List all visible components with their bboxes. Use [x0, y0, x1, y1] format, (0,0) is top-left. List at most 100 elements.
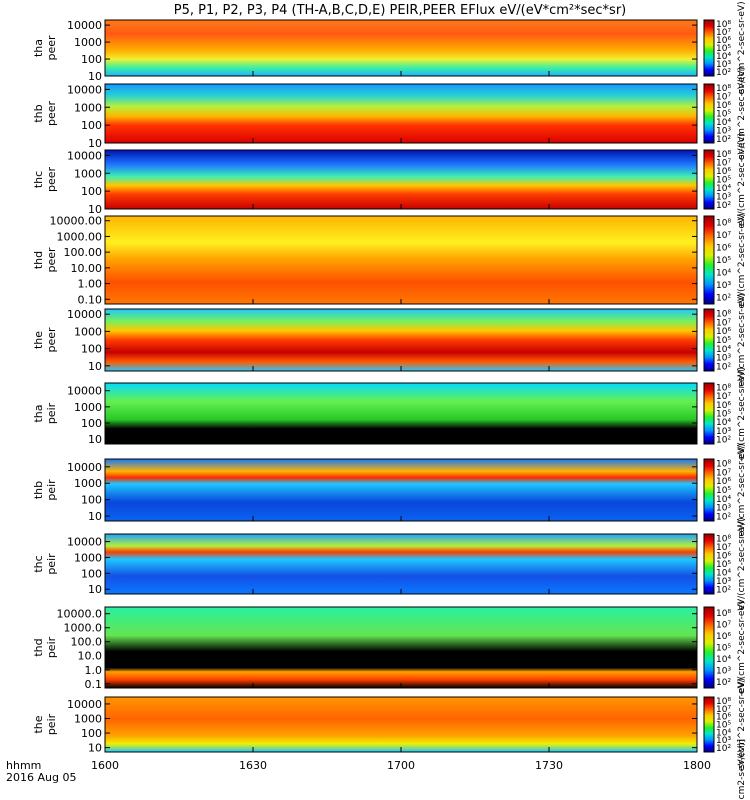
colorbar-tick-label: 10⁵ [716, 336, 731, 346]
colorbar-tick-label: 10⁷ [716, 159, 731, 169]
colorbar-tick-label: 10⁶ [716, 243, 731, 253]
colorbar-tick-label: 10² [716, 744, 731, 754]
colorbar-tick-label: 10⁵ [716, 721, 731, 731]
colorbar-tick-label: 10⁴ [716, 52, 731, 62]
colorbar [703, 215, 715, 305]
y-tick-label: 1000 [74, 325, 102, 338]
colorbar-tick-label: 10⁶ [716, 101, 731, 111]
colorbar-label: eV/(cm^2-sec-sr-eV) [737, 601, 747, 694]
spectrogram-image [105, 607, 697, 688]
spectrogram-image [105, 309, 697, 371]
y-tick-label: 10 [88, 510, 102, 523]
panel-spacecraft-label: the [32, 715, 45, 733]
colorbar-tick-label: 10⁵ [716, 44, 731, 54]
y-tick-label: 100 [81, 727, 102, 740]
x-tick-label: 1600 [91, 759, 119, 772]
panel-species-label: peir [45, 479, 58, 501]
colorbar-tick-label: 10⁴ [716, 269, 731, 279]
panel-species-label: peer [45, 167, 58, 193]
colorbar [703, 458, 715, 522]
colorbar-tick-label: 10³ [716, 667, 731, 677]
colorbar [703, 308, 715, 372]
panel-spacecraft-label: thb [32, 104, 45, 122]
spectrogram-image [105, 84, 697, 143]
colorbar [703, 606, 715, 689]
colorbar-label: eV/(cm^2-sec-sr-eV) [737, 293, 747, 386]
colorbar-units-caption: [eV/(cm2-s-sr-eV)] [737, 739, 747, 800]
colorbar-tick-label: 10⁷ [716, 543, 731, 553]
spectrogram-panel: 10000 1000 100 10 tha peir 10²10³10⁴10⁵10⁶10⁷1… [32, 367, 747, 460]
colorbar-tick-label: 10² [716, 678, 731, 688]
spectrogram-image [105, 697, 697, 752]
colorbar-tick-label: 10⁷ [716, 318, 731, 328]
y-tick-label: 1000 [74, 167, 102, 180]
y-tick-label: 1000 [74, 36, 102, 49]
colorbar-tick-label: 10⁶ [716, 401, 731, 411]
colorbar-label: eV/(cm^2-sec-sr-eV) [737, 67, 747, 160]
y-tick-label: 0.1 [85, 678, 103, 691]
panel-spacecraft-label: thc [32, 555, 45, 572]
colorbar-tick-label: 10⁵ [716, 110, 731, 120]
y-tick-label: 10000 [67, 308, 102, 321]
y-tick-label: 1.0 [85, 664, 103, 677]
colorbar-tick-label: 10³ [716, 281, 731, 291]
panel-species-label: peer [45, 35, 58, 61]
colorbar-tick-label: 10⁴ [716, 728, 731, 738]
y-tick-label: 100 [81, 185, 102, 198]
y-tick-label: 100.00 [64, 246, 103, 259]
x-tick-label: 1800 [683, 759, 711, 772]
spectrogram-image [105, 150, 697, 209]
y-tick-label: 10000 [67, 536, 102, 549]
colorbar-tick-label: 10³ [716, 427, 731, 437]
colorbar-tick-label: 10² [716, 586, 731, 596]
colorbar-tick-label: 10⁷ [716, 705, 731, 715]
panel-spacecraft-label: tha [32, 404, 45, 422]
spectrogram-panel: 10000 1000 100 10 thb peir 10²10³10⁴10⁵10⁶10⁷1… [32, 443, 747, 536]
colorbar-tick-label: 10⁷ [716, 392, 731, 402]
colorbar-tick-label: 10⁸ [716, 609, 731, 619]
colorbar-tick-label: 10⁴ [716, 569, 731, 579]
y-tick-label: 10000 [67, 19, 102, 32]
colorbar-tick-label: 10⁸ [716, 534, 731, 544]
spectrogram-image [105, 216, 697, 304]
y-tick-label: 10 [88, 203, 102, 216]
colorbar-tick-label: 10⁶ [716, 477, 731, 487]
colorbar-tick-label: 10⁵ [716, 560, 731, 570]
colorbar-tick-label: 10² [716, 436, 731, 446]
x-axis: 1600 1630 1700 1730 1800 [91, 759, 711, 772]
colorbar-tick-label: 10² [716, 294, 731, 304]
colorbar-tick-label: 10⁸ [716, 218, 731, 228]
colorbar-tick-label: 10⁴ [716, 655, 731, 665]
y-tick-label: 100 [81, 417, 102, 430]
y-tick-label: 10 [88, 70, 102, 83]
colorbar [703, 83, 715, 144]
colorbar-tick-label: 10⁷ [716, 28, 731, 38]
y-tick-label: 10000 [67, 698, 102, 711]
colorbar-tick-label: 10³ [716, 354, 731, 364]
colorbar-tick-label: 10⁵ [716, 486, 731, 496]
colorbar-tick-label: 10⁸ [716, 383, 731, 393]
y-tick-label: 10 [88, 433, 102, 446]
colorbar-tick-label: 10⁶ [716, 327, 731, 337]
y-tick-label: 1.00 [78, 278, 103, 291]
y-tick-label: 1000 [74, 713, 102, 726]
y-tick-label: 10000 [67, 83, 102, 96]
spectrogram-panel: 10000 1000 100 10 thc peir 10²10³10⁴10⁵10⁶10⁷1… [32, 517, 747, 610]
colorbar-tick-label: 10⁸ [716, 459, 731, 469]
colorbar-tick-label: 10⁸ [716, 309, 731, 319]
chart-title: P5, P1, P2, P3, P4 (TH-A,B,C,D,E) PEIR,P… [174, 3, 627, 18]
y-tick-label: 10 [88, 583, 102, 596]
x-tick-label: 1730 [535, 759, 563, 772]
y-tick-label: 100 [81, 53, 102, 66]
colorbar-tick-label: 10⁴ [716, 345, 731, 355]
colorbar-tick-label: 10³ [716, 60, 731, 70]
spectrogram-image [105, 383, 697, 444]
x-tick-label: 1630 [239, 759, 267, 772]
colorbar-tick-label: 10² [716, 513, 731, 523]
colorbar-label: eV/(cm^2-sec-sr-eV) [737, 1, 747, 94]
